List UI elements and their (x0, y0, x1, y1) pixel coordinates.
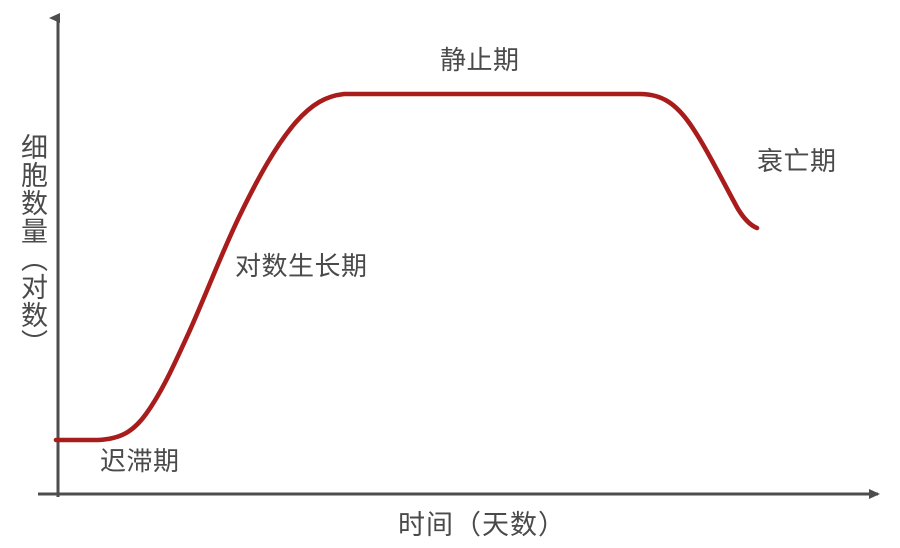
phase-label-decline: 衰亡期 (757, 146, 837, 176)
phase-label-lag: 迟滞期 (100, 446, 180, 476)
phase-label-stationary: 静止期 (440, 45, 520, 75)
x-axis-title: 时间（天数） (398, 510, 566, 540)
growth-curve-path (53, 91, 760, 443)
y-axis-title: 细胞数量（对数） (17, 133, 47, 357)
phase-label-log-growth: 对数生长期 (235, 251, 368, 281)
